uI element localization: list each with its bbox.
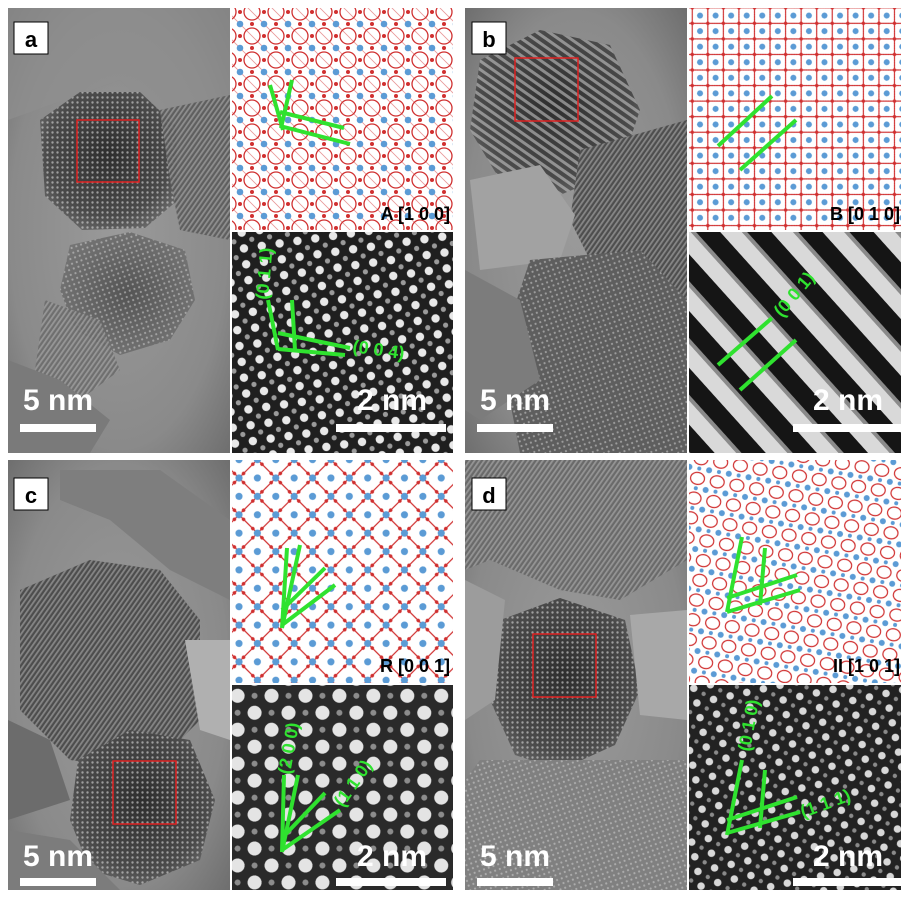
panel-c-scale-label: 5 nm: [23, 840, 93, 873]
panel-a-plane-label-1: (0 1 1): [252, 247, 276, 301]
panel-c-crystal-model: [232, 460, 453, 683]
panel-a-selection-box: [76, 119, 140, 183]
panel-b-tem-image: [465, 8, 687, 453]
panel-a-model-annotation-lines: [268, 79, 351, 146]
panel-b-hrtem-scale-bar: [793, 424, 901, 432]
panel-c-hrtem-inset: [232, 685, 453, 890]
panel-b-letter: b: [482, 27, 495, 52]
panel-d-hrtem-inset: [689, 685, 901, 890]
panel-a-hrtem-scale-bar: [336, 424, 446, 432]
panel-c-letter: c: [25, 483, 37, 508]
panel-c: c 5 nm R [0 0 1] (2 0 0) (1 1 0) 2 nm: [8, 460, 453, 890]
panel-d: d 5 nm II [1 0 1] (0 1 0) (1 1 1) 2 nm: [465, 460, 901, 890]
panel-d-scale-label: 5 nm: [480, 840, 550, 873]
panel-d-letter-box: [471, 477, 507, 511]
panel-a-hrtem-scale-label: 2 nm: [357, 384, 427, 417]
panel-c-selection-box: [112, 760, 177, 825]
panel-c-hrtem-scale-bar: [336, 878, 446, 886]
panel-a-scale-label: 5 nm: [23, 384, 93, 417]
panel-d-hrtem-lines: [725, 759, 801, 836]
panel-a: a 5 nm A [1 0 0] (0 1 1) (0 0 4) 2 nm: [8, 8, 453, 453]
panel-c-tem-image: [8, 460, 230, 890]
panel-d-model-label: II [1 0 1]: [833, 656, 900, 676]
panel-d-hrtem-scale-bar: [793, 878, 901, 886]
panel-b-hrtem-scale-label: 2 nm: [813, 384, 883, 417]
panel-a-hrtem-inset: [232, 232, 453, 453]
panel-b-hrtem-lines: [716, 316, 798, 392]
panel-d-selection-box: [532, 633, 597, 698]
panel-c-hrtem-lines: [280, 774, 342, 853]
panel-d-crystal-model: [689, 460, 901, 683]
panel-b-model-label: B [0 1 0]: [830, 204, 900, 224]
panel-a-hrtem-lines: [266, 299, 351, 357]
panel-c-letter-box: [13, 477, 49, 511]
panel-b-selection-box: [514, 57, 579, 122]
panel-a-scale-bar: [20, 424, 96, 432]
panel-d-model-annotation-lines: [725, 536, 801, 614]
panel-a-crystal-model: [232, 8, 453, 230]
panel-d-hrtem-scale-label: 2 nm: [813, 840, 883, 873]
panel-b: b 5 nm B [0 1 0] (0 0 1) 2 nm: [465, 8, 901, 453]
panel-a-letter-box: [13, 21, 49, 55]
panel-c-model-label: R [0 0 1]: [380, 656, 450, 676]
panel-d-scale-bar: [477, 878, 553, 886]
panel-b-letter-box: [471, 21, 507, 55]
panel-b-scale-bar: [477, 424, 553, 432]
panel-d-tem-image: [465, 460, 687, 890]
panel-a-letter: a: [25, 27, 38, 52]
panel-b-model-annotation-lines: [716, 94, 798, 172]
panel-c-hrtem-scale-label: 2 nm: [357, 840, 427, 873]
panel-c-model-annotation-lines: [280, 544, 337, 629]
panel-d-letter: d: [482, 483, 495, 508]
panel-a-model-label: A [1 0 0]: [381, 204, 450, 224]
panel-b-scale-label: 5 nm: [480, 384, 550, 417]
panel-c-scale-bar: [20, 878, 96, 886]
panel-a-tem-image: [8, 8, 230, 453]
